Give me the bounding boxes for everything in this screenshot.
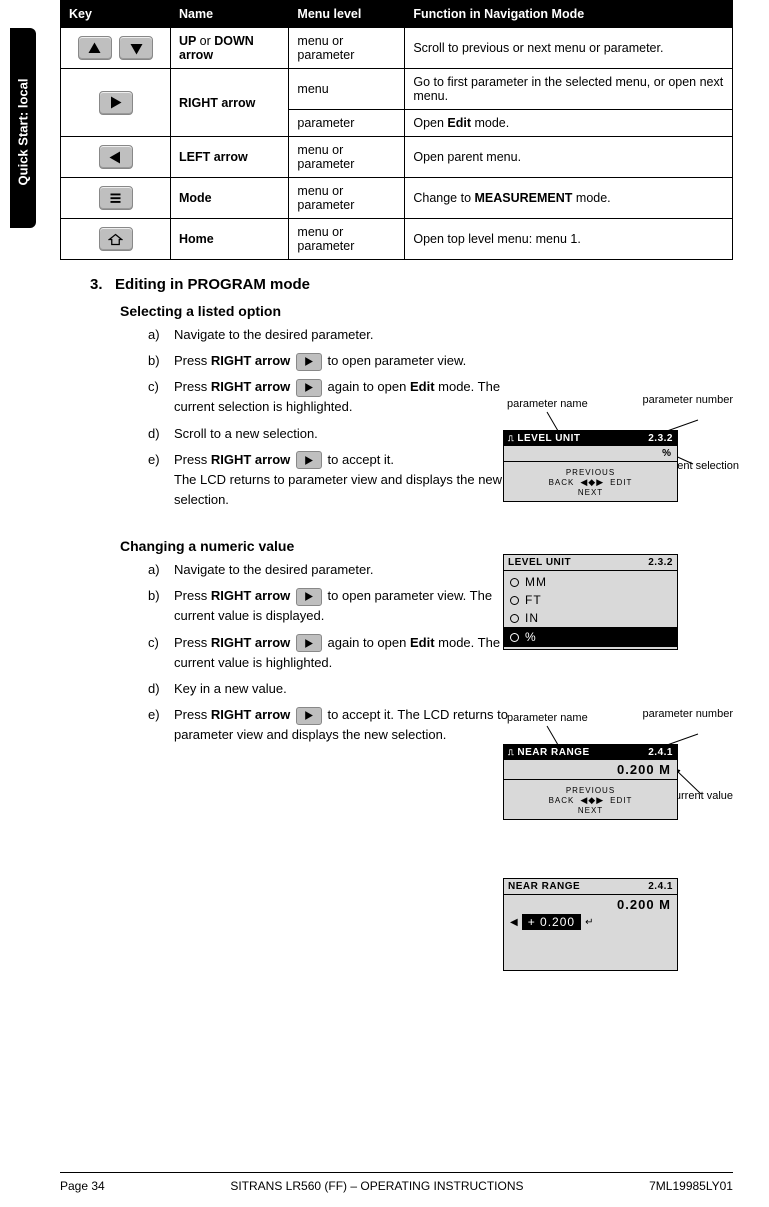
- footer-page: Page 34: [60, 1179, 105, 1193]
- table-row: LEFT arrow menu or parameter Open parent…: [61, 137, 733, 178]
- table-row: Mode menu or parameter Change to MEASURE…: [61, 178, 733, 219]
- step-text: Navigate to the desired parameter.: [174, 327, 373, 342]
- level-cell: menu or parameter: [289, 137, 405, 178]
- name-cell: RIGHT arrow: [171, 69, 289, 137]
- th-key: Key: [61, 1, 171, 28]
- annotation-param-name: parameter name: [507, 712, 588, 725]
- annotation-param-name: parameter name: [507, 398, 588, 411]
- name-cell: UP or DOWN arrow: [171, 28, 289, 69]
- lcd-edit-value: + 0.200: [522, 914, 581, 930]
- key-table: Key Name Menu level Function in Navigati…: [60, 0, 733, 260]
- mode-icon: [99, 186, 133, 210]
- name-cell: Home: [171, 219, 289, 260]
- side-tab-label: Quick Start: local: [16, 79, 31, 186]
- right-arrow-icon: [296, 634, 322, 652]
- annotation-current-val: current value: [669, 790, 733, 803]
- func-cell: Open parent menu.: [405, 137, 733, 178]
- right-arrow-icon: [296, 451, 322, 469]
- table-row: Home menu or parameter Open top level me…: [61, 219, 733, 260]
- right-arrow-icon: [99, 91, 133, 115]
- name-cell: Mode: [171, 178, 289, 219]
- func-cell: Scroll to previous or next menu or param…: [405, 28, 733, 69]
- right-arrow-icon: [296, 353, 322, 371]
- lcd-level-unit-view: ⎍ LEVEL UNIT2.3.2 % PREVIOUS BACK◀◆▶EDIT…: [503, 430, 678, 502]
- subheading-changing: Changing a numeric value: [120, 538, 510, 554]
- func-cell: Go to first parameter in the selected me…: [405, 69, 733, 110]
- down-arrow-icon: [119, 36, 153, 60]
- right-arrow-icon: [296, 379, 322, 397]
- side-tab: Quick Start: local: [10, 28, 36, 228]
- up-arrow-icon: [78, 36, 112, 60]
- th-func: Function in Navigation Mode: [405, 1, 733, 28]
- section-heading: 3. Editing in PROGRAM mode: [90, 276, 733, 293]
- annotation-param-num: parameter number: [643, 394, 734, 407]
- func-cell: Change to MEASUREMENT mode.: [405, 178, 733, 219]
- lcd-value: %: [504, 446, 677, 462]
- right-arrow-icon: [296, 588, 322, 606]
- name-cell: LEFT arrow: [171, 137, 289, 178]
- footer-title: SITRANS LR560 (FF) – OPERATING INSTRUCTI…: [230, 1179, 523, 1193]
- table-row: UP or DOWN arrow menu or parameter Scrol…: [61, 28, 733, 69]
- lcd-value: 0.200 M: [504, 760, 677, 780]
- page-footer: Page 34 SITRANS LR560 (FF) – OPERATING I…: [60, 1172, 733, 1193]
- subheading-selecting: Selecting a listed option: [120, 303, 510, 319]
- level-cell: menu: [289, 69, 405, 110]
- level-cell: parameter: [289, 110, 405, 137]
- steps-selecting: a)Navigate to the desired parameter. b)P…: [148, 325, 510, 510]
- lcd-near-range-edit: NEAR RANGE2.4.1 0.200 M ◀ + 0.200 ↵: [503, 878, 678, 971]
- th-level: Menu level: [289, 1, 405, 28]
- lcd-level-unit-edit: LEVEL UNIT2.3.2 MM FT IN %: [503, 554, 678, 650]
- level-cell: menu or parameter: [289, 28, 405, 69]
- th-name: Name: [171, 1, 289, 28]
- footer-doc: 7ML19985LY01: [649, 1179, 733, 1193]
- level-cell: menu or parameter: [289, 219, 405, 260]
- lcd-near-range-view: ⎍ NEAR RANGE2.4.1 0.200 M PREVIOUS BACK◀…: [503, 744, 678, 820]
- steps-changing: a)Navigate to the desired parameter. b)P…: [148, 560, 510, 745]
- level-cell: menu or parameter: [289, 178, 405, 219]
- func-cell: Open Edit mode.: [405, 110, 733, 137]
- annotation-param-num: parameter number: [643, 708, 734, 721]
- table-row: RIGHT arrow menu Go to first parameter i…: [61, 69, 733, 110]
- func-cell: Open top level menu: menu 1.: [405, 219, 733, 260]
- left-arrow-icon: [99, 145, 133, 169]
- home-icon: [99, 227, 133, 251]
- right-arrow-icon: [296, 707, 322, 725]
